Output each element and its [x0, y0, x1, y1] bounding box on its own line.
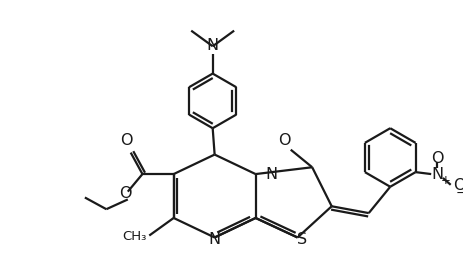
- Text: O: O: [452, 178, 463, 193]
- Text: +: +: [440, 175, 450, 187]
- Text: N: N: [206, 38, 218, 53]
- Text: S: S: [297, 232, 307, 247]
- Text: CH₃: CH₃: [122, 230, 146, 243]
- Text: N: N: [208, 232, 220, 247]
- Text: O: O: [120, 133, 133, 149]
- Text: O: O: [119, 186, 132, 201]
- Text: N: N: [265, 167, 277, 182]
- Text: O: O: [430, 151, 442, 166]
- Text: O: O: [278, 133, 290, 149]
- Text: −: −: [455, 187, 463, 200]
- Text: N: N: [430, 167, 442, 182]
